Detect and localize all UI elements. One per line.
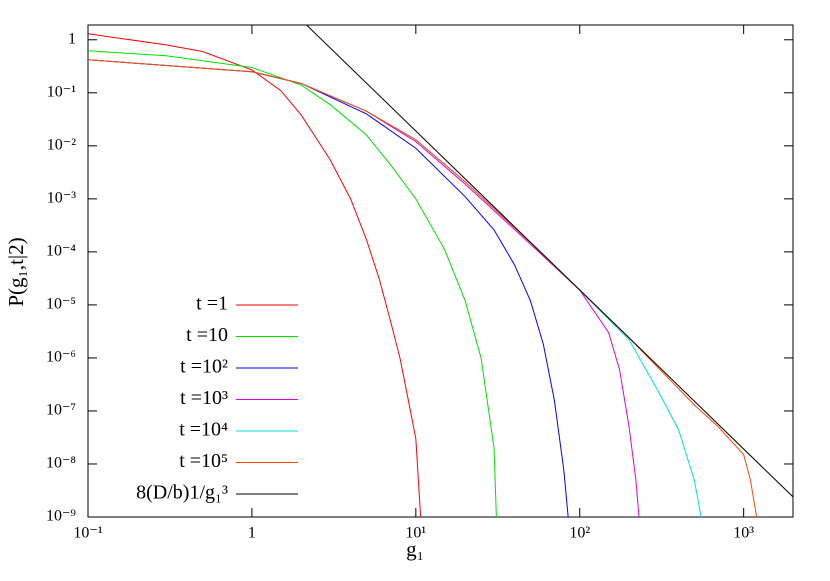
legend-label: t =10³ bbox=[180, 387, 228, 409]
legend-label: t =10² bbox=[180, 356, 228, 378]
y-tick-label: 10⁻⁶ bbox=[46, 349, 76, 366]
series-line bbox=[88, 59, 640, 517]
y-tick-label: 10⁻⁵ bbox=[46, 296, 76, 313]
plot-frame bbox=[87, 24, 794, 518]
y-tick-label: 10⁻⁷ bbox=[46, 402, 76, 419]
series-line bbox=[88, 59, 569, 517]
x-tick-label: 10⁻¹ bbox=[73, 525, 102, 542]
y-axis-label: P(g₁,t|2) bbox=[4, 237, 28, 306]
x-tick-label: 10² bbox=[569, 525, 590, 542]
y-tick-label: 10⁻⁸ bbox=[46, 455, 76, 472]
y-tick-label: 1 bbox=[68, 30, 76, 47]
series-line bbox=[88, 50, 497, 517]
legend-label: t =1 bbox=[196, 293, 228, 315]
legend-label: 8(D/b)1/g₁³ bbox=[136, 482, 228, 504]
legend-label: t =10⁴ bbox=[179, 419, 228, 441]
y-tick-label: 10⁻⁴ bbox=[46, 243, 76, 260]
y-tick-label: 10⁻¹ bbox=[47, 83, 76, 100]
series-line bbox=[88, 33, 422, 517]
series-line bbox=[88, 59, 758, 517]
curves bbox=[88, 25, 793, 517]
x-axis-label: g₁ bbox=[406, 537, 424, 561]
legend-label: t =10⁵ bbox=[179, 450, 228, 472]
x-tick-label: 10¹ bbox=[405, 525, 426, 542]
y-tick-label: 10⁻⁹ bbox=[46, 508, 76, 525]
x-tick-label: 1 bbox=[248, 525, 256, 542]
y-tick-label: 10⁻² bbox=[47, 137, 76, 154]
x-tick-label: 10³ bbox=[733, 525, 754, 542]
y-tick-label: 10⁻³ bbox=[47, 190, 76, 207]
legend-label: t =10 bbox=[186, 324, 228, 346]
series-line bbox=[305, 25, 793, 498]
